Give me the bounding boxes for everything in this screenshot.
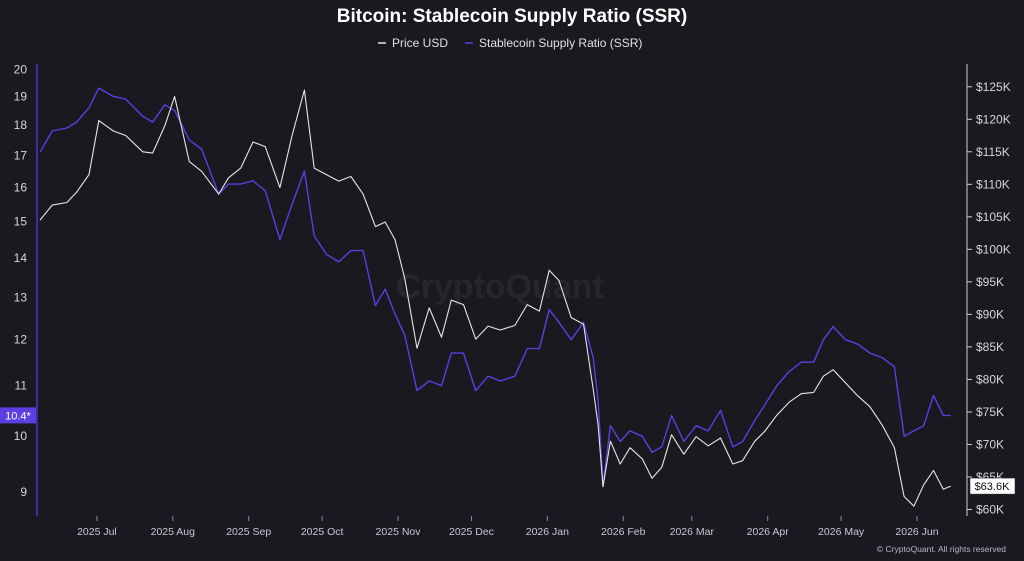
x-tick-label: 2025 Nov [376,526,422,538]
left-tick-label: 20 [14,62,28,76]
ssr-series-line [39,87,951,487]
right-tick-label: $120K [976,112,1011,126]
left-tick-label: 10 [14,429,28,443]
right-tick-label: $90K [976,307,1004,321]
left-current-box [0,407,36,424]
right-tick-label: $70K [976,437,1004,451]
x-tick-label: 2025 Oct [301,526,344,538]
x-tick-label: 2025 Dec [449,526,494,538]
left-tick-label: 13 [14,290,28,304]
left-tick-label: 19 [14,89,28,103]
price-series-line [39,89,951,507]
left-current-marker: 10.4* [0,407,36,424]
right-current-box [969,477,1016,495]
left-tick-label: 17 [14,148,28,162]
right-tick-label: $85K [976,340,1004,354]
x-tick-label: 2026 Feb [601,526,646,538]
x-tick-label: 2026 Jun [895,526,938,538]
right-tick-label: $125K [976,80,1011,94]
right-tick-label: $60K [976,502,1004,516]
right-current-marker: $63.6K [969,477,1016,495]
left-tick-label: 9 [20,485,27,499]
left-tick-label: 18 [14,118,28,132]
left-tick-label: 11 [15,379,28,393]
left-tick-label: 15 [14,215,28,229]
right-tick-label: $115K [976,145,1010,159]
x-tick-label: 2026 May [818,526,865,538]
right-tick-label: $110K [976,177,1010,191]
right-current-value: $63.6K [975,481,1011,493]
x-tick-label: 2025 Sep [226,526,271,538]
left-current-value: 10.4* [5,410,31,422]
x-tick-label: 2026 Jan [526,526,569,538]
x-tick-label: 2025 Jul [77,526,117,538]
right-tick-label: $75K [976,405,1004,419]
right-tick-label: $105K [976,210,1011,224]
left-tick-label: 16 [14,180,28,194]
right-tick-label: $95K [976,275,1004,289]
legend-price-label[interactable]: Price USD [392,36,448,50]
right-axis: $125K $120K $115K $110K $105K $100K $95K $90K $8… [967,80,1011,516]
left-tick-label: 12 [14,333,28,347]
left-axis: 20 19 18 17 16 15 14 13 12 11 10 9 [14,62,28,499]
right-tick-label: $100K [976,242,1011,256]
x-tick-label: 2025 Aug [151,526,196,538]
copyright-notice: © CryptoQuant. All rights reserved [877,544,1006,554]
legend-ssr-label[interactable]: Stablecoin Supply Ratio (SSR) [479,36,642,50]
legend: Price USD Stablecoin Supply Ratio (SSR) [378,36,642,50]
left-tick-label: 14 [14,251,28,265]
x-tick-label: 2026 Mar [670,526,715,538]
x-axis: 2025 Jul 2025 Aug 2025 Sep 2025 Oct 2025 Nov… [77,516,939,538]
right-tick-label: $80K [976,372,1004,386]
chart-title: Bitcoin: Stablecoin Supply Ratio (SSR) [337,6,687,27]
x-tick-label: 2026 Apr [747,526,790,538]
watermark: CryptoQuant [396,268,604,306]
